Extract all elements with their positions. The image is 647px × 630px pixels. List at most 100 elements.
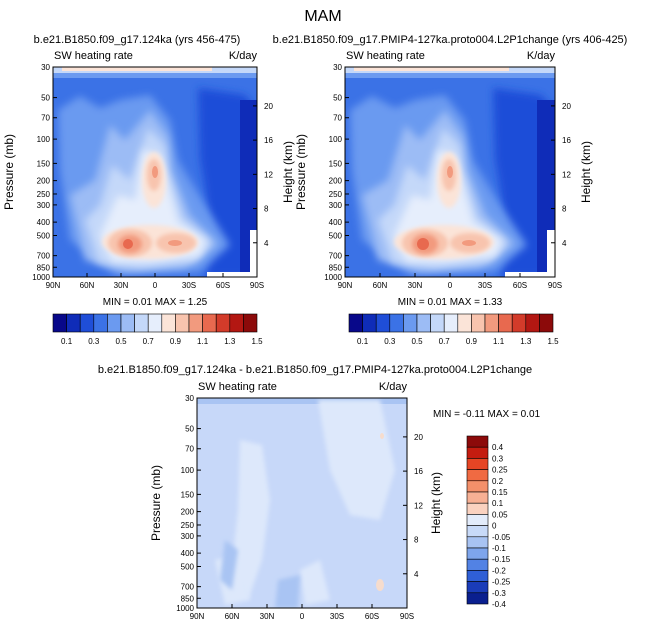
y2-tick-label: 8 (414, 536, 419, 545)
y2-tick-label: 8 (562, 205, 567, 214)
panel-3-variable-label: SW heating rate (198, 381, 277, 393)
x-tick-label: 30N (114, 281, 129, 290)
x-tick-label: 90N (190, 612, 205, 621)
y-tick-label: 150 (181, 490, 195, 499)
x-tick-label: 90N (46, 281, 61, 290)
y2-tick-label: 4 (264, 239, 269, 248)
y-tick-label: 1000 (32, 273, 50, 282)
colorbar-swatch (215, 313, 231, 333)
x-tick-label: 0 (448, 281, 453, 290)
colorbar-label: 1.5 (547, 337, 559, 346)
colorbar-swatch (416, 313, 431, 333)
colorbar-swatch (466, 502, 489, 515)
colorbar-swatch (430, 313, 445, 333)
colorbar-label: 0.3 (492, 454, 504, 463)
colorbar-swatch (147, 313, 163, 333)
colorbar-label: 0.1 (492, 499, 504, 508)
panel-1-variable-label: SW heating rate (54, 50, 133, 62)
colorbar-label: 1.3 (224, 337, 236, 346)
colorbar-label: -0.2 (492, 566, 506, 575)
y-tick-label: 50 (41, 94, 50, 103)
colorbar-swatch (466, 469, 489, 482)
colorbar-label: -0.1 (492, 544, 506, 553)
colorbar-swatch (243, 313, 258, 333)
y-tick-label: 850 (181, 594, 195, 603)
y-tick-label: 200 (37, 177, 51, 186)
colorbar-swatch (443, 313, 459, 333)
colorbar-label: -0.05 (492, 533, 511, 542)
y-tick-label: 300 (329, 201, 343, 210)
colorbar-label: 1.1 (197, 337, 209, 346)
y-tick-label: 500 (329, 231, 343, 240)
y2-tick-label: 16 (562, 136, 571, 145)
colorbar-swatch (539, 313, 554, 333)
y-tick-label: 70 (333, 114, 342, 123)
colorbar-label: 0.9 (466, 337, 478, 346)
y-tick-label: 30 (333, 63, 342, 72)
x-tick-label: 30S (478, 281, 492, 290)
y-tick-label: 250 (329, 190, 343, 199)
colorbar-swatch (161, 313, 176, 333)
panel-2-y2label: Height (km) (579, 141, 593, 203)
y2-tick-label: 16 (414, 467, 423, 476)
panel-2-units-label: K/day (527, 50, 556, 62)
y-tick-label: 50 (333, 94, 342, 103)
panel-2-title: b.e21.B1850.f09_g17.PMIP4-127ka.proto004… (273, 34, 628, 46)
y-tick-label: 30 (41, 63, 50, 72)
y-tick-label: 850 (329, 263, 343, 272)
colorbar-swatch (389, 313, 404, 333)
y2-tick-label: 4 (414, 570, 419, 579)
y-tick-label: 500 (181, 562, 195, 571)
colorbar-swatch (466, 514, 489, 526)
panel-2-variable-label: SW heating rate (346, 50, 425, 62)
colorbar-label: 0.05 (492, 510, 508, 519)
colorbar-swatch (511, 313, 527, 333)
panel-1-stats: MIN = 0.01 MAX = 1.25 (103, 297, 208, 308)
y-tick-label: 100 (181, 466, 195, 475)
y-tick-label: 700 (37, 252, 51, 261)
colorbar-label: 0.25 (492, 466, 508, 475)
panel-1-title: b.e21.B1850.f09_g17.124ka (yrs 456-475) (34, 34, 241, 46)
y-tick-label: 700 (181, 583, 195, 592)
colorbar-label: 0.3 (384, 337, 396, 346)
colorbar-swatch (229, 313, 244, 333)
panel-1: b.e21.B1850.f09_g17.124ka (yrs 456-475) … (2, 34, 295, 346)
colorbar-label: 0.4 (492, 443, 504, 452)
colorbar-swatch (466, 435, 489, 448)
y-tick-label: 1000 (176, 604, 194, 613)
colorbar-swatch (202, 313, 217, 333)
colorbar-label: 0.9 (170, 337, 182, 346)
panel-1-y2label: Height (km) (281, 141, 295, 203)
panel-2-axes: 90N 60N 30N 0 30S 60S 90S 30 50 70 100 150 200 250 300… (324, 63, 571, 290)
y-tick-label: 250 (181, 521, 195, 530)
colorbar-swatch (188, 313, 203, 333)
colorbar-swatch (348, 313, 363, 333)
x-tick-label: 60S (513, 281, 527, 290)
colorbar-label: -0.25 (492, 578, 511, 587)
y-tick-label: 30 (185, 394, 194, 403)
x-tick-label: 60N (373, 281, 388, 290)
x-tick-label: 60S (216, 281, 230, 290)
colorbar-label: -0.3 (492, 589, 506, 598)
colorbar-label: -0.4 (492, 600, 506, 609)
panel-2: b.e21.B1850.f09_g17.PMIP4-127ka.proto004… (273, 34, 628, 346)
x-tick-label: 90S (250, 281, 264, 290)
colorbar-label: 0.7 (143, 337, 155, 346)
colorbar-label: 1.1 (493, 337, 505, 346)
colorbar-swatch (175, 313, 190, 333)
colorbar-swatch (107, 313, 122, 333)
colorbar-swatch (466, 547, 489, 560)
x-tick-label: 30N (408, 281, 423, 290)
y-tick-label: 400 (181, 549, 195, 558)
panel-2-colorbar: 0.1 0.3 0.5 0.7 0.9 1.1 1.3 1.5 (348, 313, 559, 346)
panel-1-ylabel: Pressure (mb) (2, 134, 16, 210)
colorbar-swatch (66, 313, 81, 333)
colorbar-swatch (466, 491, 489, 504)
y-tick-label: 300 (37, 201, 51, 210)
colorbar-swatch (466, 581, 489, 594)
panel-3-units-label: K/day (379, 381, 408, 393)
colorbar-label: -0.15 (492, 555, 511, 564)
panel-3-y2label: Height (km) (429, 472, 443, 534)
x-tick-label: 60N (80, 281, 95, 290)
panel-3-colorbar: 0.4 0.3 0.25 0.2 0.15 0.1 0.05 0 -0.05 -0.1 -0.15 -… (466, 435, 511, 609)
